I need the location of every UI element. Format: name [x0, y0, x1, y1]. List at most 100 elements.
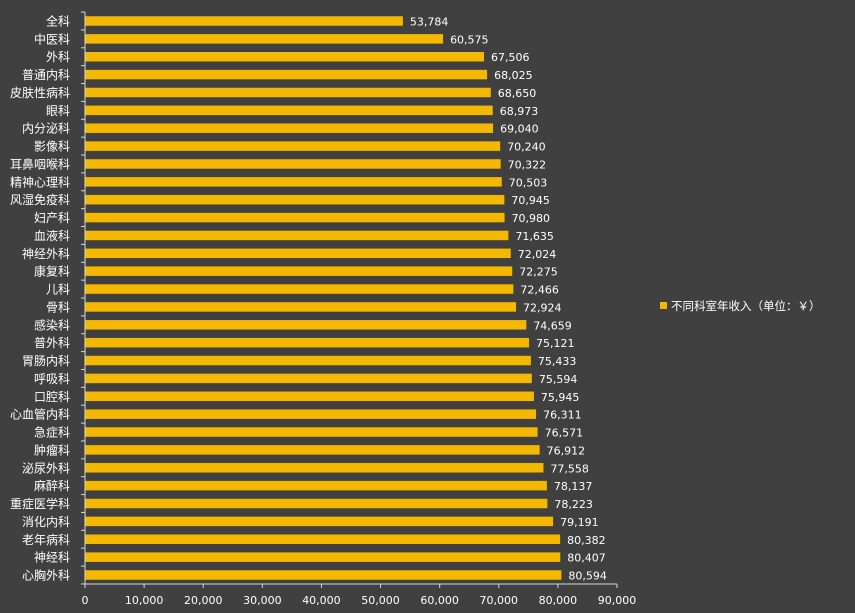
bar-9	[85, 177, 502, 187]
bar-19	[85, 355, 531, 366]
bar-28	[85, 516, 554, 527]
bar-25	[85, 463, 544, 473]
category-label: 血液科	[34, 228, 70, 243]
category-label: 耳鼻咽喉科	[10, 156, 70, 171]
data-label: 72,924	[523, 301, 562, 314]
bar-31	[85, 570, 562, 580]
category-label: 皮肤性病科	[10, 85, 70, 100]
data-label: 78,137	[554, 480, 593, 493]
bar-4	[85, 87, 491, 98]
bar-3	[85, 69, 488, 80]
legend-label: 不同科室年收入（单位：￥）	[671, 299, 821, 313]
data-label: 75,945	[541, 391, 580, 404]
category-label: 消化内科	[22, 515, 70, 529]
x-tick-label: 40,000	[302, 594, 341, 607]
category-label: 精神心理科	[10, 175, 70, 189]
category-label: 心血管内科	[10, 407, 70, 422]
data-label: 70,980	[512, 212, 551, 225]
bar-2	[85, 51, 485, 62]
category-label: 重症医学科	[10, 496, 70, 511]
bar-20	[85, 373, 532, 384]
category-label: 普外科	[34, 336, 70, 350]
data-label: 69,040	[500, 123, 538, 136]
data-label: 80,594	[568, 570, 607, 583]
bar-14	[85, 266, 513, 276]
x-tick-label: 80,000	[539, 594, 578, 607]
axes: 0 10,000 20,000 30,000 40,000 50,000 60,000 70,…	[81, 11, 637, 607]
bar-18	[85, 337, 530, 348]
data-label: 72,275	[519, 266, 558, 279]
category-label: 儿科	[46, 283, 70, 297]
data-label: 80,382	[567, 534, 606, 547]
data-label: 71,635	[515, 230, 554, 243]
bar-11	[85, 212, 505, 223]
category-label: 泌尿外科	[22, 461, 70, 475]
category-label: 心胸外科	[22, 568, 70, 583]
category-label: 急症科	[34, 425, 70, 440]
x-tick-label: 0	[82, 594, 89, 607]
category-label: 内分泌科	[22, 122, 70, 136]
data-label: 70,503	[509, 176, 548, 189]
bar-12	[85, 230, 509, 241]
data-label: 68,025	[494, 69, 532, 82]
bar-16	[85, 302, 517, 312]
data-label: 70,322	[508, 158, 547, 171]
x-tick-label: 60,000	[420, 594, 459, 607]
data-label: 68,973	[500, 105, 538, 118]
data-label: 74,659	[533, 319, 572, 332]
category-label: 神经科	[34, 551, 70, 565]
category-label: 胃肠内科	[22, 354, 70, 368]
category-label: 全科	[46, 14, 70, 29]
x-tick-label: 20,000	[184, 594, 223, 607]
data-label: 76,311	[543, 409, 582, 422]
category-label: 神经外科	[22, 247, 70, 261]
category-label: 口腔科	[34, 389, 70, 404]
bar-24	[85, 445, 540, 455]
data-label: 67,506	[491, 51, 530, 64]
bar-22	[85, 409, 537, 419]
category-label: 普通内科	[22, 68, 70, 82]
category-label: 感染科	[34, 317, 70, 332]
bar-13	[85, 248, 511, 259]
bars-layer	[85, 16, 562, 580]
category-label: 呼吸科	[34, 372, 70, 386]
bar-27	[85, 498, 548, 509]
data-label: 72,024	[518, 248, 557, 261]
data-label: 76,571	[545, 427, 584, 440]
bar-5	[85, 105, 493, 116]
data-label: 70,945	[511, 194, 550, 207]
data-label: 72,466	[520, 284, 559, 297]
data-label: 68,650	[498, 87, 537, 100]
category-label: 外科	[46, 50, 70, 64]
category-label: 风湿免疫科	[10, 192, 70, 207]
bar-6	[85, 123, 494, 133]
bar-23	[85, 427, 538, 437]
bar-30	[85, 552, 561, 562]
bar-26	[85, 480, 547, 491]
data-label: 75,121	[536, 337, 575, 350]
category-label: 老年病科	[22, 532, 70, 547]
bar-15	[85, 284, 514, 294]
data-label: 60,575	[450, 33, 489, 46]
category-label: 妇产科	[34, 211, 70, 225]
x-tick-label: 50,000	[361, 594, 400, 607]
bar-17	[85, 320, 527, 330]
data-label: 78,223	[554, 498, 593, 511]
legend-swatch	[660, 302, 667, 309]
bar-1	[85, 34, 444, 44]
category-label: 骨科	[46, 300, 70, 314]
data-label: 80,407	[567, 552, 606, 565]
category-label: 麻醉科	[34, 478, 70, 493]
data-label: 79,191	[560, 516, 599, 529]
category-label: 眼科	[46, 104, 70, 118]
x-tick-label: 30,000	[243, 594, 282, 607]
bar-8	[85, 159, 501, 169]
data-label: 75,433	[538, 355, 577, 368]
bar-10	[85, 194, 505, 205]
category-labels: 全科中医科外科普通内科皮肤性病科眼科内分泌科影像科耳鼻咽喉科精神心理科风湿免疫科…	[10, 14, 70, 583]
x-tick-label: 90,000	[598, 594, 637, 607]
data-label: 70,240	[507, 141, 546, 154]
category-label: 肿瘤科	[34, 442, 70, 457]
